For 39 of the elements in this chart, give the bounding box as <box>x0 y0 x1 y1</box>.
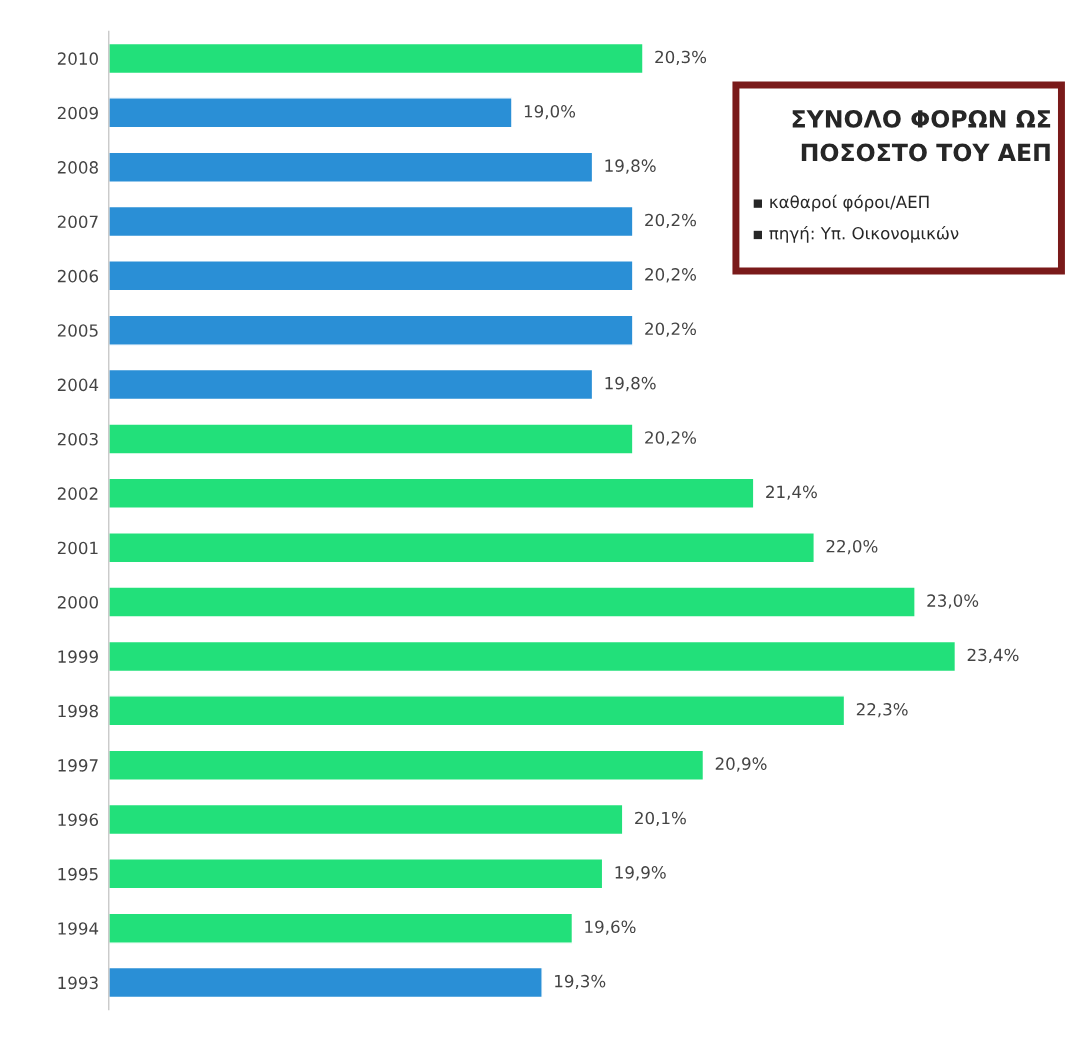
data-label: 20,2% <box>645 431 697 446</box>
data-label: 20,2% <box>645 213 697 229</box>
data-label: 22,0% <box>826 539 878 555</box>
data-label: 20,2% <box>645 268 697 283</box>
y-tick-label: 1996 <box>58 813 99 827</box>
data-label: 19,8% <box>605 159 656 174</box>
y-tick-label: 2001 <box>57 541 98 555</box>
y-tick-label: 2007 <box>57 215 98 229</box>
data-label: 23,0% <box>927 594 979 609</box>
text: ΣΥΝΟΛΟ ΦΟΡΩΝ ΩΣ ΠΟΣΟΣΤΟ ΤΟΥ ΑΕΠ <box>792 109 1051 162</box>
data-label: 19,8% <box>605 376 656 392</box>
y-tick-label: 1999 <box>58 650 98 663</box>
data-label: 20,9% <box>715 757 767 772</box>
y-tick-label: 1995 <box>58 867 98 881</box>
y-tick-label: 2006 <box>57 269 99 283</box>
data-label: 20,3% <box>655 50 707 65</box>
y-tick-label: 2004 <box>57 378 99 392</box>
y-tick-label: 1998 <box>58 704 98 718</box>
data-label: 20,1% <box>635 811 686 827</box>
y-tick-label: 2009 <box>57 106 98 120</box>
annotation: ▪ πηγή: Υπ. Οικονομικών <box>753 225 959 243</box>
y-tick-label: 2000 <box>57 596 98 609</box>
y-tick-label: 2002 <box>57 487 98 500</box>
y-tick-label: 1993 <box>58 976 98 990</box>
data-label: 23,4% <box>967 648 1019 663</box>
data-label: 20,2% <box>645 322 697 337</box>
data-label: 19,0% <box>524 105 576 120</box>
y-tick-label: 1997 <box>58 759 98 772</box>
y-tick-label: 2005 <box>57 324 98 337</box>
data-label: 21,4% <box>766 485 817 500</box>
y-tick-label: 1994 <box>58 922 99 935</box>
y-tick-label: 2008 <box>57 161 98 174</box>
data-label: 19,6% <box>585 920 636 935</box>
y-tick-label: 2010 <box>57 52 98 65</box>
annotation: ▪ καθαροί φόροι/ΑΕΠ <box>753 194 929 212</box>
y-tick-label: 2003 <box>57 432 98 446</box>
data-label: 22,3% <box>856 703 908 718</box>
data-label: 19,9% <box>615 866 666 881</box>
data-label: 19,3% <box>555 974 606 990</box>
